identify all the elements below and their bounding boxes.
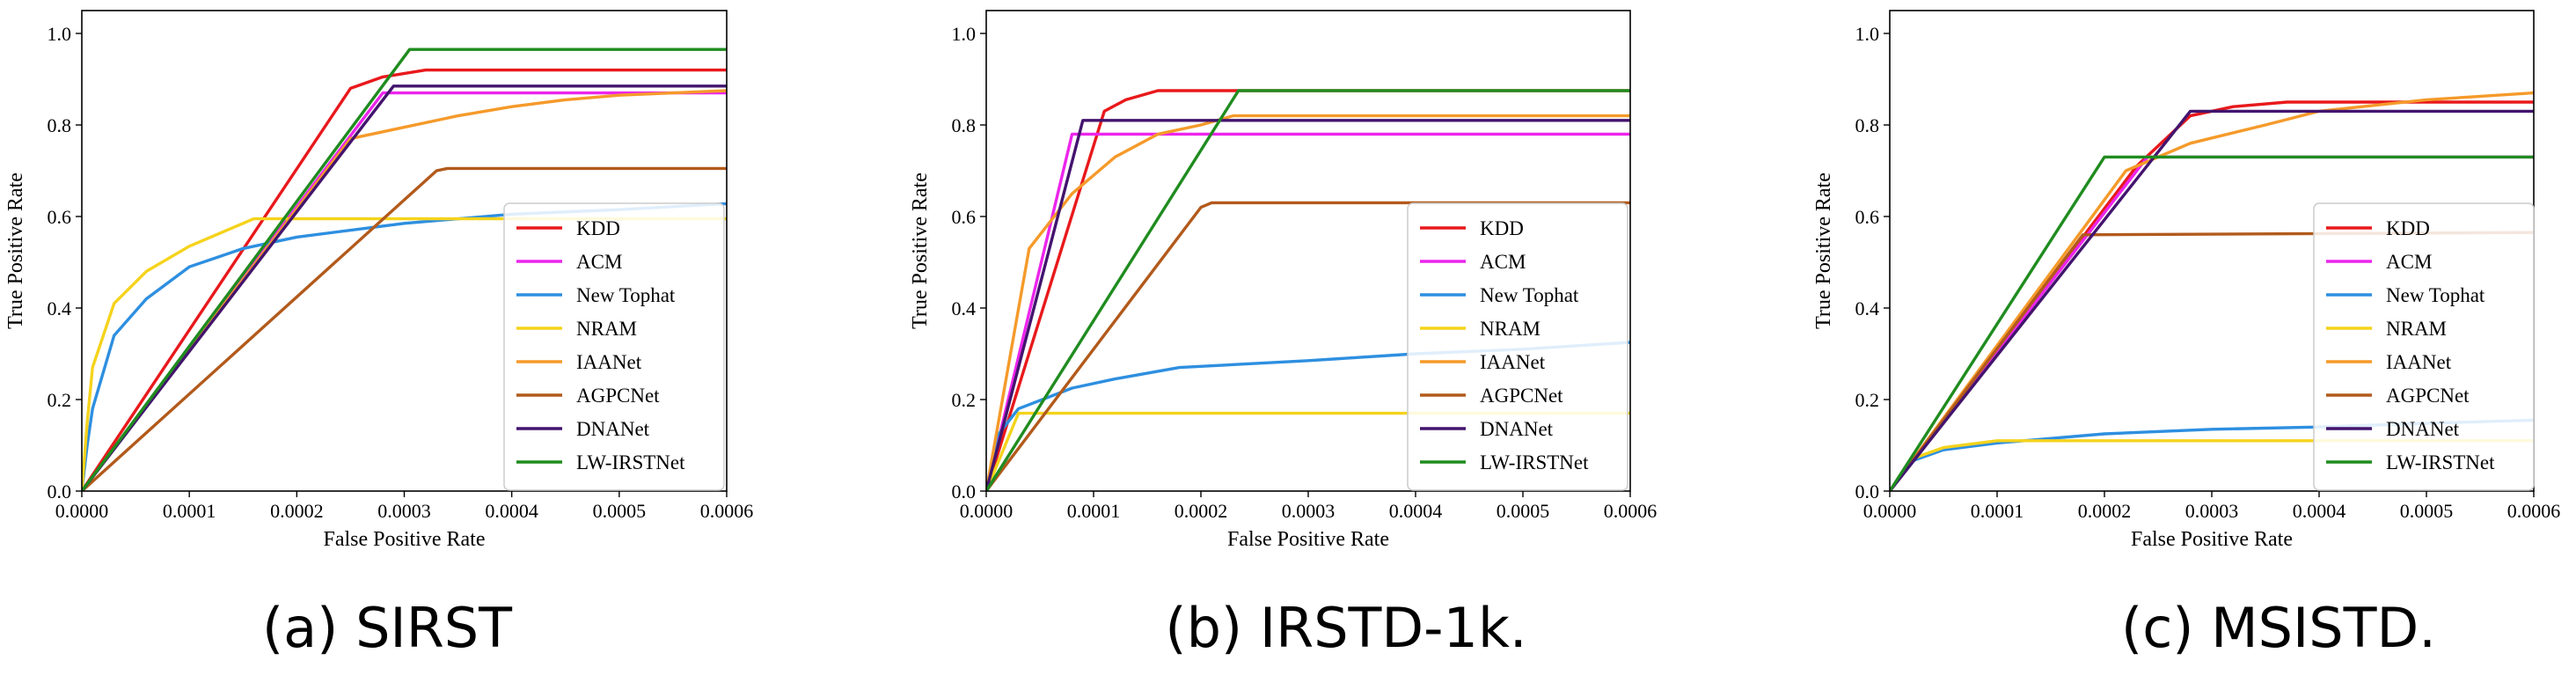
series-line-nram bbox=[82, 216, 727, 491]
x-tick-label: 0.0005 bbox=[1497, 500, 1550, 522]
legend-entry: NRAM bbox=[2386, 318, 2447, 340]
y-axis-label: True Positive Rate bbox=[1812, 172, 1835, 329]
legend-entry: KDD bbox=[1480, 217, 1524, 239]
chart-panel-2: 0.0000 0.0001 0.0002 0.0003 0.0004 0.0005 0.00… bbox=[909, 10, 1658, 660]
y-tick-label: 0.8 bbox=[952, 114, 977, 136]
y-tick-label: 0.0 bbox=[1855, 481, 1880, 503]
chart-panel-1: 0.0000 0.0001 0.0002 0.0003 0.0004 0.0005 0.00… bbox=[4, 10, 754, 660]
x-axis-label: False Positive Rate bbox=[2131, 528, 2293, 551]
x-tick-label: 0.0003 bbox=[2185, 500, 2239, 522]
y-axis-label: True Positive Rate bbox=[909, 172, 932, 329]
x-tick-label: 0.0000 bbox=[1863, 500, 1917, 522]
legend-entry: IAANet bbox=[576, 351, 642, 373]
legend-entry: AGPCNet bbox=[576, 385, 660, 407]
legend-entry: ACM bbox=[576, 251, 622, 273]
series-line-dnanet bbox=[986, 119, 1630, 491]
x-tick-label: 0.0000 bbox=[55, 500, 109, 522]
legend-entry: KDD bbox=[2386, 217, 2430, 239]
legend-entry: LW-IRSTNet bbox=[576, 451, 685, 473]
y-tick-label: 0.8 bbox=[48, 114, 72, 136]
series-line-lw-irstnet bbox=[1890, 155, 2534, 491]
y-tick-label: 0.8 bbox=[1855, 114, 1880, 136]
legend-box bbox=[1407, 202, 1628, 491]
legend-entry: KDD bbox=[576, 217, 620, 239]
y-tick-label: 0.0 bbox=[48, 481, 72, 503]
series-line-dnanet bbox=[1890, 109, 2534, 491]
series-line-agpcnet bbox=[82, 166, 727, 491]
y-axis-label: True Positive Rate bbox=[4, 172, 27, 329]
x-tick-label: 0.0001 bbox=[1067, 500, 1121, 522]
x-tick-label: 0.0006 bbox=[1604, 500, 1658, 522]
y-tick-label: 0.4 bbox=[48, 297, 72, 319]
y-tick-label: 0.6 bbox=[48, 206, 72, 228]
series-line-lw-irstnet bbox=[986, 89, 1630, 491]
legend-box bbox=[2313, 202, 2535, 491]
legend-entry: LW-IRSTNet bbox=[1480, 451, 1589, 473]
legend: KDD ACM New Tophat NRAM IAANet AGPCNet DNANet L… bbox=[1407, 202, 1628, 491]
x-tick-label: 0.0003 bbox=[1282, 500, 1336, 522]
y-tick-label: 0.6 bbox=[952, 206, 977, 228]
x-tick-label: 0.0002 bbox=[270, 500, 324, 522]
x-tick-label: 0.0005 bbox=[593, 500, 647, 522]
legend-entry: DNANet bbox=[2386, 418, 2460, 440]
x-tick-label: 0.0006 bbox=[2507, 500, 2561, 522]
chart-panel-3: 0.0000 0.0001 0.0002 0.0003 0.0004 0.0005 0.00… bbox=[1812, 10, 2561, 660]
y-tick-label: 1.0 bbox=[1855, 23, 1880, 45]
series-line-lw-irstnet bbox=[82, 48, 727, 491]
legend-box bbox=[503, 202, 725, 491]
panel-caption: (a) SIRST bbox=[262, 596, 513, 660]
y-tick-label: 0.4 bbox=[1855, 297, 1880, 319]
x-tick-label: 0.0006 bbox=[700, 500, 754, 522]
legend-entry: IAANet bbox=[2386, 351, 2452, 373]
x-tick-label: 0.0000 bbox=[960, 500, 1014, 522]
x-axis-label: False Positive Rate bbox=[324, 528, 486, 551]
x-tick-label: 0.0002 bbox=[2078, 500, 2132, 522]
x-tick-label: 0.0004 bbox=[485, 500, 538, 522]
legend-entry: DNANet bbox=[1480, 418, 1554, 440]
y-tick-label: 0.0 bbox=[952, 481, 977, 503]
legend: KDD ACM New Tophat NRAM IAANet AGPCNet DNANet L… bbox=[503, 202, 725, 491]
legend-entry: NRAM bbox=[576, 318, 637, 340]
legend-entry: New Tophat bbox=[576, 284, 676, 306]
x-axis-label: False Positive Rate bbox=[1227, 528, 1389, 551]
y-tick-label: 0.6 bbox=[1855, 206, 1880, 228]
series-line-iaanet bbox=[986, 114, 1630, 491]
panel-caption: (c) MSISTD. bbox=[2121, 596, 2436, 660]
series-line-iaanet bbox=[1890, 91, 2534, 491]
legend-entry: ACM bbox=[2386, 251, 2432, 273]
y-tick-label: 0.4 bbox=[952, 297, 977, 319]
legend-entry: New Tophat bbox=[1480, 284, 1579, 306]
series-line-kdd bbox=[82, 68, 727, 491]
legend-entry: NRAM bbox=[1480, 318, 1540, 340]
y-tick-label: 1.0 bbox=[48, 23, 72, 45]
panel-caption: (b) IRSTD-1k. bbox=[1165, 596, 1526, 660]
legend: KDD ACM New Tophat NRAM IAANet AGPCNet DNANet L… bbox=[2313, 202, 2535, 491]
legend-entry: DNANet bbox=[576, 418, 650, 440]
legend-entry: LW-IRSTNet bbox=[2386, 451, 2495, 473]
x-tick-label: 0.0001 bbox=[163, 500, 216, 522]
x-tick-label: 0.0004 bbox=[2293, 500, 2346, 522]
y-tick-label: 0.2 bbox=[1855, 389, 1880, 411]
x-tick-label: 0.0004 bbox=[1389, 500, 1443, 522]
x-tick-label: 0.0003 bbox=[377, 500, 431, 522]
legend-entry: IAANet bbox=[1480, 351, 1546, 373]
y-tick-label: 0.2 bbox=[952, 389, 977, 411]
legend-entry: AGPCNet bbox=[1480, 385, 1563, 407]
series-line-iaanet bbox=[82, 89, 727, 491]
y-tick-label: 1.0 bbox=[952, 23, 977, 45]
series-line-acm bbox=[986, 132, 1630, 491]
y-tick-label: 0.2 bbox=[48, 389, 72, 411]
series-line-dnanet bbox=[82, 84, 727, 491]
x-tick-label: 0.0005 bbox=[2400, 500, 2454, 522]
x-tick-label: 0.0002 bbox=[1175, 500, 1228, 522]
legend-entry: AGPCNet bbox=[2386, 385, 2470, 407]
legend-entry: ACM bbox=[1480, 251, 1526, 273]
x-tick-label: 0.0001 bbox=[1971, 500, 2024, 522]
legend-entry: New Tophat bbox=[2386, 284, 2485, 306]
